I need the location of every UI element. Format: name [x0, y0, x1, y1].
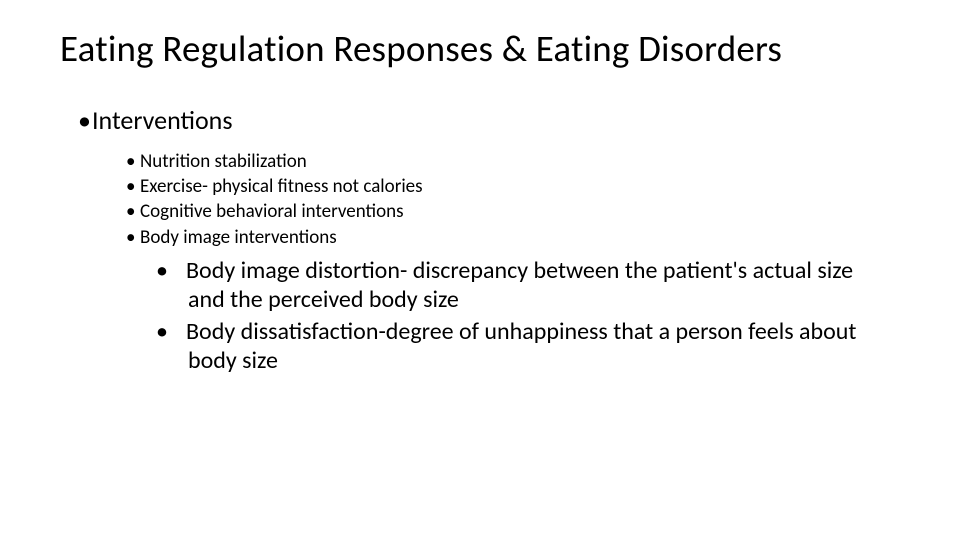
list-item-text: Body image distortion- discrepancy betwe…	[186, 256, 853, 314]
bullet-icon: •	[126, 150, 140, 174]
slide-title: Eating Regulation Responses & Eating Dis…	[60, 28, 900, 71]
bullet-icon: •	[126, 200, 140, 224]
list-item-text: Body dissatisfaction-degree of unhappine…	[186, 317, 856, 375]
list-item-text: Nutrition stabilization	[140, 150, 307, 173]
list-item: •Exercise- physical fitness not calories	[126, 175, 900, 199]
bullet-icon: •	[172, 317, 186, 346]
list-item-text: Cognitive behavioral interventions	[140, 200, 404, 223]
list-item: •Cognitive behavioral interventions	[126, 200, 900, 224]
bullet-list-level2: •Nutrition stabilization •Exercise- phys…	[60, 150, 900, 250]
list-item: •Body dissatisfaction-degree of unhappin…	[172, 317, 860, 376]
bullet-icon: •	[126, 226, 140, 250]
list-item-text: Exercise- physical fitness not calories	[140, 175, 423, 198]
level1-text: Interventions	[92, 104, 233, 136]
bullet-icon: •	[126, 175, 140, 199]
bullet-list-level3: •Body image distortion- discrepancy betw…	[60, 256, 900, 375]
slide-container: Eating Regulation Responses & Eating Dis…	[0, 0, 960, 540]
bullet-icon: •	[172, 256, 186, 285]
list-item-text: Body image interventions	[140, 226, 337, 249]
list-item: •Body image distortion- discrepancy betw…	[172, 256, 860, 315]
bullet-icon: •	[78, 105, 92, 136]
list-item: •Body image interventions	[126, 226, 900, 250]
bullet-level1: •Interventions	[60, 105, 900, 136]
list-item: •Nutrition stabilization	[126, 150, 900, 174]
